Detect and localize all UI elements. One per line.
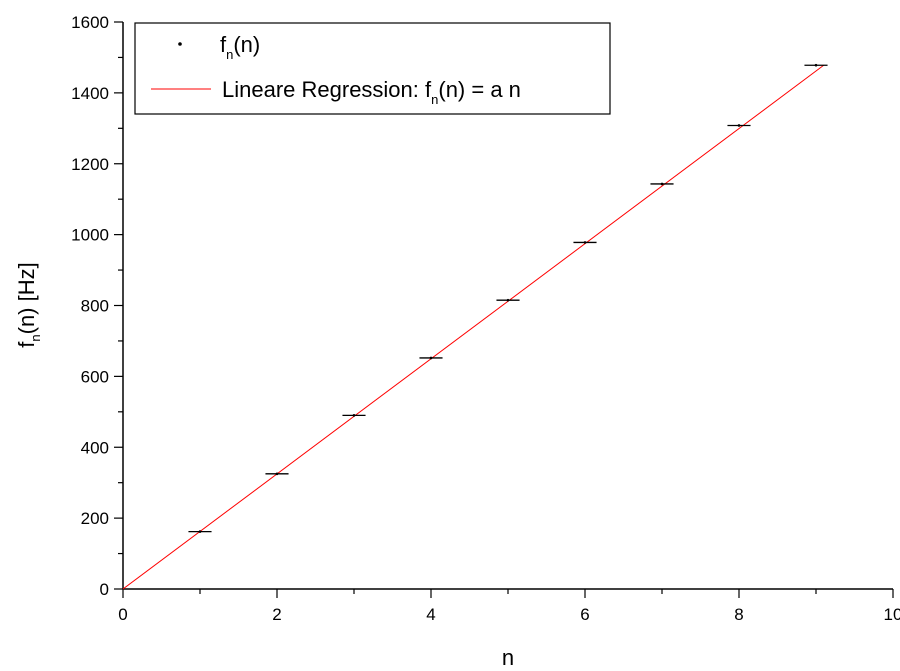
- point-marker: [737, 124, 741, 127]
- point-marker: [429, 356, 433, 360]
- y-axis-label-subscript: n: [28, 334, 43, 341]
- point-marker: [814, 63, 818, 67]
- y-tick-label: 600: [81, 367, 109, 386]
- data-point: [188, 530, 212, 533]
- data-point: [419, 356, 443, 360]
- point-marker: [275, 472, 279, 476]
- y-tick-label: 400: [81, 438, 109, 457]
- x-tick-label: 6: [580, 605, 589, 624]
- x-axis-label: n: [502, 645, 514, 670]
- x-tick-label: 0: [118, 605, 127, 624]
- legend-entry-regression: Lineare Regression: fn(n) = a n: [222, 77, 521, 107]
- y-tick-label: 1200: [71, 155, 109, 174]
- data-point: [650, 182, 674, 186]
- y-axis-label: fn(n) [Hz]: [14, 262, 43, 347]
- regression-line: [122, 64, 824, 590]
- x-tick-label: 4: [426, 605, 435, 624]
- point-marker: [660, 182, 664, 186]
- data-point: [573, 241, 597, 244]
- data-point: [804, 63, 828, 67]
- point-marker: [583, 241, 587, 244]
- legend-symbol-points: [178, 42, 182, 46]
- y-axis-label-main: f: [14, 341, 39, 348]
- y-axis-label-rest: (n) [Hz]: [14, 262, 39, 334]
- point-marker: [198, 530, 202, 533]
- y-tick-label: 800: [81, 297, 109, 316]
- legend-box: [134, 22, 611, 115]
- legend-entry-points: fn(n): [220, 32, 260, 62]
- axis-ticks: 0 2 4 6 8 10 0 200 400 600 800 1000 1200 1400 1600: [71, 13, 900, 624]
- x-tick-label: 8: [734, 605, 743, 624]
- y-tick-label: 1600: [71, 13, 109, 32]
- x-tick-label: 10: [884, 605, 900, 624]
- point-marker: [506, 298, 510, 302]
- plot-area: [122, 63, 828, 590]
- x-tick-label: 2: [272, 605, 281, 624]
- y-tick-label: 1400: [71, 84, 109, 103]
- y-tick-label: 1000: [71, 226, 109, 245]
- point-marker: [352, 414, 356, 417]
- legend: fn(n) Lineare Regression: fn(n) = a n: [134, 22, 611, 115]
- data-point: [342, 414, 366, 417]
- data-point: [727, 124, 751, 127]
- y-tick-label: 200: [81, 509, 109, 528]
- y-tick-label: 0: [100, 580, 109, 599]
- data-point: [496, 298, 520, 302]
- data-point: [265, 472, 289, 476]
